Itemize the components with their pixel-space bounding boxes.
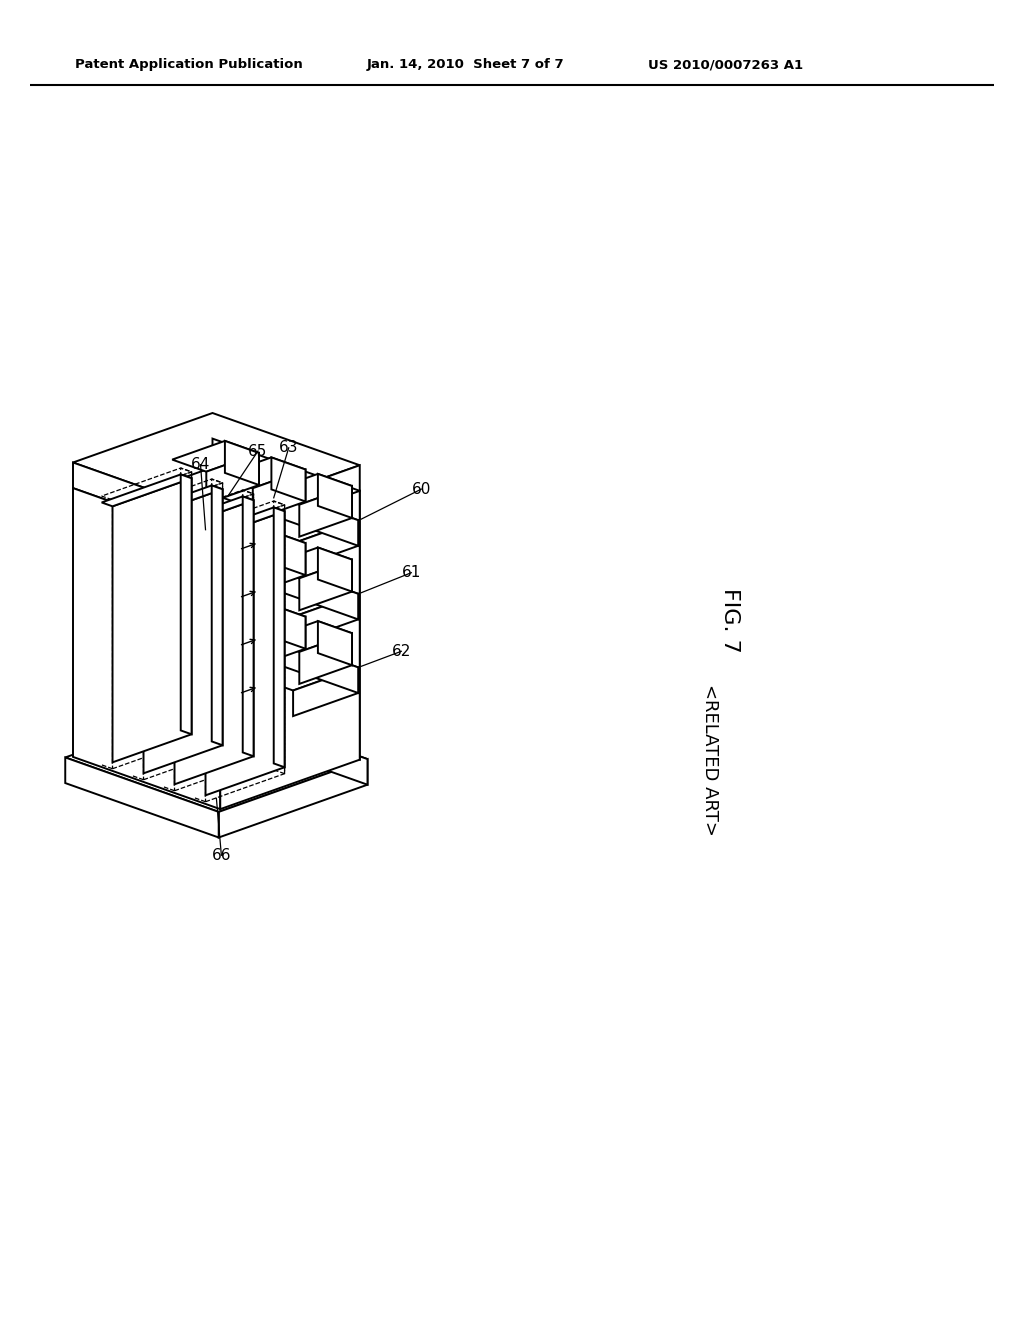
Text: Patent Application Publication: Patent Application Publication xyxy=(75,58,303,71)
Polygon shape xyxy=(145,469,358,544)
Polygon shape xyxy=(206,601,259,651)
Polygon shape xyxy=(164,496,254,528)
Polygon shape xyxy=(66,758,219,837)
Text: Jan. 14, 2010  Sheet 7 of 7: Jan. 14, 2010 Sheet 7 of 7 xyxy=(367,58,564,71)
Polygon shape xyxy=(293,594,358,643)
Polygon shape xyxy=(219,531,305,562)
Text: FIG. 7: FIG. 7 xyxy=(720,587,740,652)
Polygon shape xyxy=(113,478,191,763)
Polygon shape xyxy=(66,705,368,812)
Polygon shape xyxy=(220,491,359,809)
Polygon shape xyxy=(145,615,358,690)
Polygon shape xyxy=(212,486,222,746)
Polygon shape xyxy=(206,511,285,796)
Polygon shape xyxy=(180,474,191,734)
Polygon shape xyxy=(293,520,358,569)
Polygon shape xyxy=(211,541,358,619)
Polygon shape xyxy=(243,496,254,756)
Text: 61: 61 xyxy=(401,565,421,581)
Polygon shape xyxy=(174,500,254,784)
Text: US 2010/0007263 A1: US 2010/0007263 A1 xyxy=(648,58,803,71)
Polygon shape xyxy=(299,486,352,537)
Polygon shape xyxy=(253,470,305,520)
Polygon shape xyxy=(225,441,259,484)
Polygon shape xyxy=(211,615,358,693)
Polygon shape xyxy=(172,589,259,619)
Polygon shape xyxy=(253,616,305,668)
Polygon shape xyxy=(265,622,352,652)
Polygon shape xyxy=(219,605,305,635)
Polygon shape xyxy=(299,634,352,684)
Polygon shape xyxy=(317,474,352,517)
Polygon shape xyxy=(317,548,352,591)
Polygon shape xyxy=(206,453,259,504)
Polygon shape xyxy=(317,622,352,665)
Text: 64: 64 xyxy=(190,457,210,473)
Polygon shape xyxy=(220,465,359,540)
Polygon shape xyxy=(271,605,305,648)
Polygon shape xyxy=(143,490,222,774)
Polygon shape xyxy=(172,441,259,471)
Polygon shape xyxy=(253,543,305,594)
Polygon shape xyxy=(206,527,259,577)
Polygon shape xyxy=(225,589,259,632)
Polygon shape xyxy=(225,515,259,558)
Polygon shape xyxy=(265,474,352,504)
Polygon shape xyxy=(73,462,220,540)
Polygon shape xyxy=(265,548,352,578)
Polygon shape xyxy=(172,515,259,545)
Polygon shape xyxy=(273,507,285,767)
Polygon shape xyxy=(73,488,220,809)
Polygon shape xyxy=(145,541,358,616)
Polygon shape xyxy=(211,469,358,545)
Text: 60: 60 xyxy=(412,482,431,496)
Polygon shape xyxy=(101,474,191,507)
Polygon shape xyxy=(293,668,358,715)
Text: <RELATED ART>: <RELATED ART> xyxy=(701,684,719,836)
Text: 66: 66 xyxy=(212,847,231,863)
Polygon shape xyxy=(195,507,285,540)
Polygon shape xyxy=(271,531,305,576)
Text: 65: 65 xyxy=(248,444,267,458)
Polygon shape xyxy=(73,413,359,515)
Polygon shape xyxy=(299,560,352,610)
Polygon shape xyxy=(213,438,359,759)
Polygon shape xyxy=(214,705,368,784)
Polygon shape xyxy=(271,458,305,502)
Polygon shape xyxy=(133,486,222,517)
Polygon shape xyxy=(219,458,305,488)
Text: 62: 62 xyxy=(391,644,411,659)
Text: 63: 63 xyxy=(279,441,298,455)
Polygon shape xyxy=(219,759,368,837)
